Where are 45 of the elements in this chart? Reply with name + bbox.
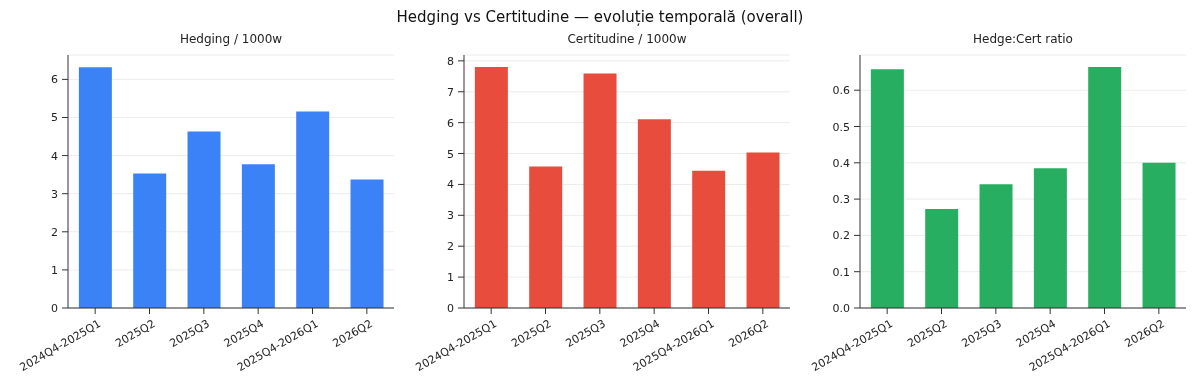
- y-tick-label: 0.5: [832, 120, 850, 134]
- y-tick-label: 0.1: [832, 265, 850, 279]
- chart-title: Hedge:Cert ratio: [972, 32, 1074, 48]
- bar: [529, 166, 563, 308]
- y-tick-label: 0.2: [832, 229, 850, 243]
- bar: [133, 173, 167, 308]
- y-tick-label: 6: [447, 116, 454, 130]
- bar: [583, 73, 617, 308]
- bar: [746, 152, 780, 308]
- bar: [350, 179, 384, 308]
- y-tick-label: 5: [51, 111, 58, 125]
- text: Hedging vs Certitudine — evoluție temporală (overall): [395, 8, 805, 26]
- bar: [1088, 66, 1122, 308]
- y-tick-label: 4: [447, 178, 454, 192]
- bar: [187, 131, 221, 308]
- y-tick-label: 0.4: [832, 156, 850, 170]
- chart-title: Certitudine / 1000w: [566, 32, 688, 48]
- y-tick-label: 6: [51, 73, 58, 87]
- bar: [296, 111, 330, 308]
- y-tick-label: 3: [51, 187, 58, 201]
- y-tick-label: 5: [447, 147, 454, 161]
- bar: [979, 184, 1013, 308]
- y-tick-label: 0.6: [832, 84, 850, 98]
- y-tick-label: 7: [447, 85, 454, 99]
- bar: [925, 208, 959, 308]
- y-tick-label: 0: [51, 302, 58, 315]
- y-tick-label: 8: [447, 54, 454, 68]
- y-tick-label: 1: [51, 263, 58, 277]
- y-tick-label: 3: [447, 209, 454, 223]
- bar: [1033, 168, 1067, 308]
- bar: [241, 164, 275, 308]
- y-tick-label: 0.0: [832, 302, 850, 315]
- y-tick-label: 0: [447, 302, 454, 315]
- chart-title: Hedging / 1000w: [178, 32, 284, 48]
- y-tick-label: 0.3: [832, 193, 850, 207]
- y-tick-label: 1: [447, 271, 454, 285]
- y-tick-label: 2: [51, 225, 58, 239]
- bar: [870, 69, 904, 308]
- bar: [692, 170, 726, 308]
- bar: [474, 67, 508, 308]
- bar: [637, 119, 671, 308]
- bar: [1142, 162, 1176, 308]
- y-tick-label: 2: [447, 240, 454, 254]
- y-tick-label: 4: [51, 149, 58, 163]
- bar: [78, 67, 112, 308]
